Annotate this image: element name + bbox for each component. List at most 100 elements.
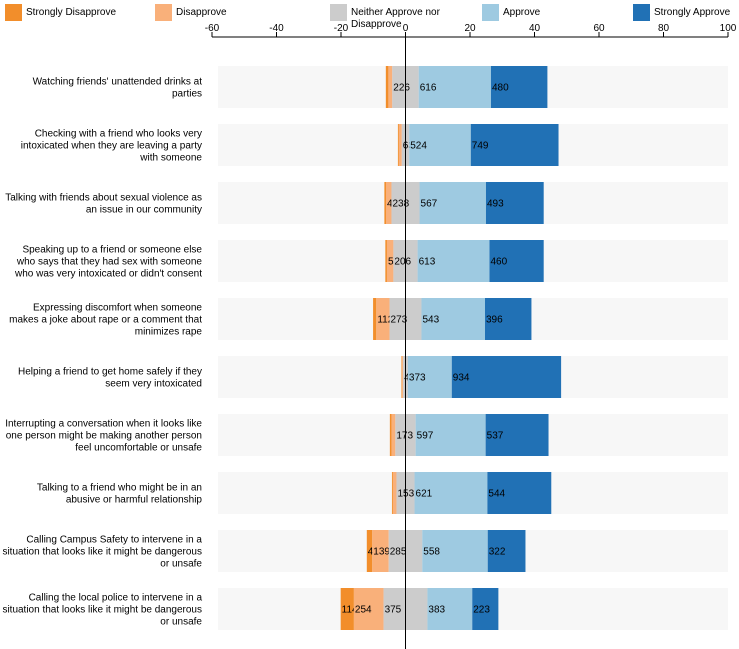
legend-swatch	[633, 4, 650, 21]
bar-count-label: 112	[377, 315, 393, 326]
bar-count-label: 749	[472, 141, 489, 152]
bar-segment	[451, 356, 562, 398]
bar-count-label: 173	[396, 431, 413, 442]
bar-segment	[392, 472, 397, 514]
bar-count-label: 114	[342, 605, 358, 616]
category-label: Checking with a friend who looks very int…	[21, 129, 203, 164]
bar-count-label: 322	[489, 547, 506, 558]
category-label-line: abusive or harmful relationship	[66, 495, 203, 506]
bar-count-label: 613	[419, 257, 436, 268]
legend-label: Disapprove	[176, 7, 227, 18]
category-label-line: Helping a friend to get home safely if t…	[18, 367, 202, 378]
legend-swatch	[482, 4, 499, 21]
category-label-line: minimizes rape	[135, 327, 203, 338]
bar-segment	[385, 240, 387, 282]
category-label-line: Expressing discomfort when someone	[33, 303, 202, 314]
category-label-line: seem very intoxicated	[105, 379, 202, 390]
legend: Strongly Disapprove Disapprove Neither App…	[5, 4, 731, 30]
bar-rows: Watching friends' unattended drinks at pa…	[2, 66, 728, 630]
bar-segment	[490, 66, 548, 108]
category-label-line: parties	[172, 89, 202, 100]
bar-count-label: 567	[421, 199, 438, 210]
bar-segment	[414, 472, 488, 514]
bar-row: Watching friends' unattended drinks at pa…	[33, 66, 728, 108]
bar-segment	[485, 414, 549, 456]
bar-segment	[373, 298, 377, 340]
legend-label-line: Approve	[503, 7, 541, 18]
category-label: Expressing discomfort when someone makes …	[9, 303, 202, 338]
legend-swatch	[155, 4, 172, 21]
bar-segment	[422, 530, 488, 572]
bar-segment	[372, 530, 389, 572]
bar-count-label: 558	[423, 547, 440, 558]
bar-segment	[470, 124, 559, 166]
legend-swatch	[5, 4, 22, 21]
legend-label: Strongly Approve	[654, 7, 731, 18]
bar-segment	[353, 588, 384, 630]
category-label-line: Speaking up to a friend or someone else	[22, 245, 202, 256]
bar-row: Calling the local police to intervene in…	[2, 588, 728, 630]
bar-row: Checking with a friend who looks very int…	[21, 124, 728, 166]
bar-count-label: 375	[385, 605, 402, 616]
category-label: Talking to a friend who might be in an ab…	[37, 483, 203, 506]
bar-segment	[401, 356, 403, 398]
bar-row: Speaking up to a friend or someone else w…	[14, 240, 728, 282]
x-tick-label: 60	[593, 23, 605, 34]
bar-segment	[419, 182, 486, 224]
bar-segment	[409, 124, 471, 166]
bar-segment	[487, 530, 526, 572]
bar-segment	[386, 240, 394, 282]
bar-segment	[398, 124, 402, 166]
bar-count-label: 537	[487, 431, 504, 442]
bar-count-label: 373	[409, 373, 426, 384]
bar-segment	[376, 298, 390, 340]
bar-segment	[391, 472, 393, 514]
bar-count-label: 273	[391, 315, 408, 326]
bar-count-label: 139	[373, 547, 390, 558]
bar-segment	[417, 240, 490, 282]
bar-segment	[385, 66, 389, 108]
bar-row: Talking with friends about sexual violen…	[5, 182, 728, 224]
category-label-line: feel uncomfortable or unsafe	[75, 443, 202, 454]
x-axis: -60 -40 -20 0 20 40 60 80 100	[205, 23, 737, 38]
category-label: Helping a friend to get home safely if t…	[18, 367, 202, 390]
bar-segment	[485, 182, 544, 224]
category-label: Calling the local police to intervene in…	[2, 593, 202, 628]
category-label-line: Watching friends' unattended drinks at	[33, 77, 203, 88]
category-label: Interrupting a conversation when it look…	[5, 419, 202, 454]
bar-count-label: 460	[491, 257, 508, 268]
x-tick-label: 0	[403, 23, 409, 34]
bar-count-label: 493	[487, 199, 504, 210]
x-tick-label: 20	[464, 23, 476, 34]
bar-row: Helping a friend to get home safely if t…	[18, 356, 728, 398]
category-label-line: or unsafe	[160, 617, 202, 628]
bar-count-label: 934	[453, 373, 470, 384]
category-label-line: Checking with a friend who looks very	[35, 129, 202, 140]
category-label: Talking with friends about sexual violen…	[5, 193, 202, 216]
bar-count-label: 238	[392, 199, 409, 210]
category-label: Speaking up to a friend or someone else w…	[14, 245, 202, 280]
x-tick-label: -20	[334, 23, 349, 34]
bar-segment	[397, 124, 399, 166]
bar-segment	[388, 66, 393, 108]
bar-segment	[489, 240, 544, 282]
bar-segment	[421, 298, 485, 340]
bar-segment	[340, 588, 354, 630]
legend-label: Neither Approve nor Disapprove	[351, 7, 441, 30]
bar-count-label: 544	[488, 489, 505, 500]
category-label-line: who says that they had sex with someone	[16, 257, 203, 268]
bar-count-label: 285	[390, 547, 407, 558]
legend-label-line: Strongly Disapprove	[26, 7, 116, 18]
bar-segment	[418, 66, 491, 108]
bar-segment	[484, 298, 532, 340]
bar-segment	[402, 356, 404, 398]
bar-segment	[415, 414, 486, 456]
bar-count-label: 597	[417, 431, 434, 442]
bar-segment	[391, 414, 396, 456]
bar-segment	[389, 414, 392, 456]
bar-count-label: 254	[355, 605, 372, 616]
bar-count-label: 206	[394, 257, 411, 268]
